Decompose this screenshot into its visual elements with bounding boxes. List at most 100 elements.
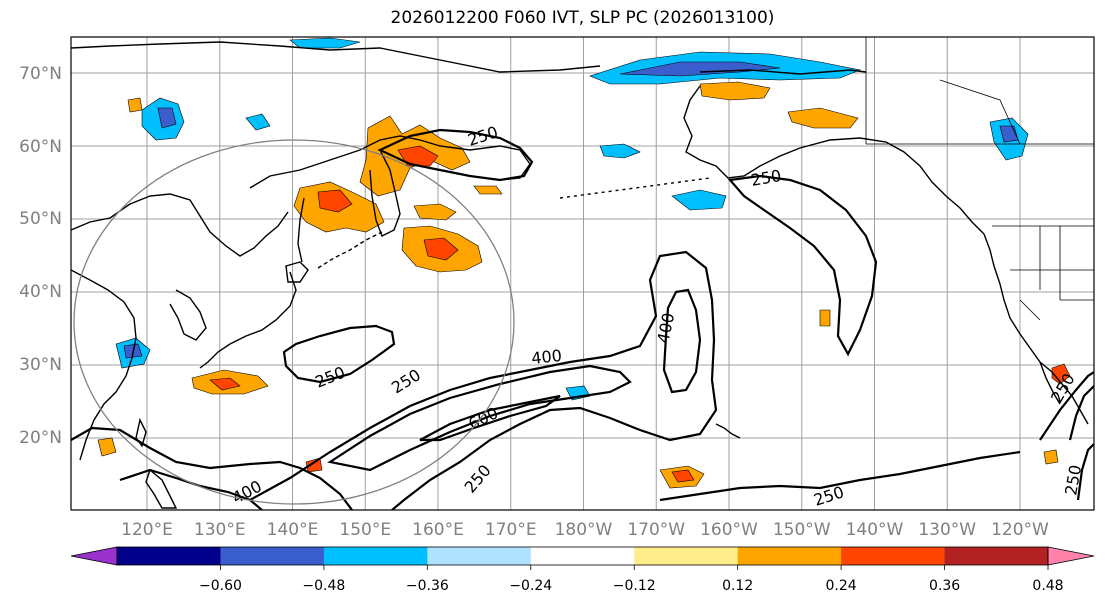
lon-label: 160°W <box>700 520 758 540</box>
anomaly-west <box>127 97 143 113</box>
lon-label: 150°W <box>773 520 831 540</box>
lat-label: 70°N <box>19 64 62 84</box>
coast-korea <box>169 289 207 341</box>
coast-alaska-west <box>683 85 801 179</box>
lon-label: 130°W <box>918 520 976 540</box>
colorbar-segment <box>323 547 428 565</box>
lat-label: 40°N <box>19 282 62 302</box>
contour-250-east-edge <box>1039 371 1094 441</box>
anomaly-okhotsk-core <box>317 189 353 213</box>
ivt-negative-anomalies <box>115 37 1029 401</box>
anomaly-philippine <box>97 437 117 457</box>
colorbar-tick-label: 0.12 <box>722 578 753 594</box>
colorbar-tick-label: 0.24 <box>826 578 857 594</box>
anomaly-gulf <box>787 107 859 129</box>
lon-label: 130°E <box>194 520 246 540</box>
lon-label: 150°E <box>339 520 391 540</box>
lon-label: 140°W <box>846 520 904 540</box>
coast-china <box>71 269 137 461</box>
coast-baja <box>1039 361 1061 405</box>
coastlines <box>71 41 1089 509</box>
longitude-labels: 120°E 130°E 140°E 150°E 160°E 170°E 180°W 170°W… <box>121 520 1049 540</box>
lat-label: 20°N <box>19 428 62 448</box>
lon-label: 120°E <box>121 520 173 540</box>
contour-250-far-east <box>1076 443 1094 501</box>
anomaly-mexico <box>1043 449 1059 465</box>
anomaly-kamchatka-low <box>245 113 271 131</box>
lon-label: 160°E <box>412 520 464 540</box>
colorbar-tick-label: 0.36 <box>929 578 960 594</box>
contour-250-east <box>659 450 1021 502</box>
colorbar: −0.60 −0.48 −0.36 −0.24 −0.12 0.12 0.24 0.36 0.4… <box>70 546 1095 594</box>
anomaly-siberia-core <box>157 107 177 129</box>
plot-area <box>71 37 1094 510</box>
contour-250-south-asia <box>71 426 353 510</box>
anomaly-bering <box>699 81 771 101</box>
coast-taiwan <box>135 417 147 448</box>
coast-asia-north <box>71 41 601 73</box>
border-canada-provinces <box>866 79 1094 145</box>
contour-250-kamchatka <box>377 128 534 182</box>
coast-philippines <box>145 468 178 509</box>
contour-400-east-edge <box>1068 385 1094 441</box>
anomaly-ne-pac <box>819 309 831 327</box>
coast-hokkaido <box>285 261 309 283</box>
coast-aleutians <box>559 177 711 199</box>
ivt-positive-anomalies <box>97 81 1071 489</box>
anomaly-baja <box>1051 363 1071 385</box>
colorbar-tick-label: 0.48 <box>1032 578 1063 594</box>
plot-frame <box>70 36 1095 511</box>
range-ring <box>73 139 515 505</box>
lat-label: 50°N <box>19 209 62 229</box>
contour-400-band <box>327 364 632 472</box>
anomaly-bering-low <box>671 189 727 211</box>
lon-label: 140°E <box>267 520 319 540</box>
colorbar-segment <box>530 547 635 565</box>
border-us-states <box>1010 226 1094 321</box>
contour-label: 400 <box>530 346 562 368</box>
colorbar-segment <box>944 547 1049 565</box>
map-title: 2026012200 F060 IVT, SLP PC (2026013100) <box>390 8 775 28</box>
coast-sakhalin <box>297 197 305 263</box>
colorbar-max-extend <box>1047 546 1095 566</box>
anomaly-arctic-core <box>619 61 781 77</box>
political-boundaries <box>865 37 1094 321</box>
anomaly-south-japan-core <box>209 377 241 391</box>
lon-label: 170°W <box>627 520 685 540</box>
lon-label: 170°E <box>485 520 537 540</box>
anomaly-hawaii-core <box>671 469 695 483</box>
coast-alaska-north <box>699 69 867 75</box>
contour-250-gulf <box>727 174 878 357</box>
coast-kamchatka <box>369 149 401 237</box>
coast-gulf-alaska <box>799 137 1001 285</box>
colorbar-segment <box>220 547 325 565</box>
colorbar-frame <box>116 546 1049 566</box>
lon-label: 180°W <box>555 520 613 540</box>
contour-400-central <box>662 288 702 394</box>
anomaly-central <box>473 185 503 195</box>
lon-label: 120°W <box>991 520 1049 540</box>
gridlines <box>71 37 1094 510</box>
contour-250-west-trough <box>282 324 396 384</box>
lat-label: 60°N <box>19 137 62 157</box>
contour-250-main-band <box>249 250 718 510</box>
colorbar-segment <box>841 547 946 565</box>
lat-label: 30°N <box>19 355 62 375</box>
colorbar-tick-label: −0.36 <box>406 578 449 594</box>
coast-kuril-chain <box>317 231 383 269</box>
colorbar-tick-label: −0.24 <box>509 578 552 594</box>
colorbar-segment <box>634 547 739 565</box>
anomaly-arctic-west <box>289 37 361 49</box>
coast-okhotsk <box>249 135 531 189</box>
contour-600-core <box>419 394 561 442</box>
colorbar-tick-label: −0.60 <box>199 578 242 594</box>
coast-hawaii <box>715 423 741 439</box>
colorbar-segment <box>427 547 532 565</box>
anomaly-mid <box>599 143 641 159</box>
anomaly-east <box>413 203 457 221</box>
colorbar-tick-label: −0.48 <box>302 578 345 594</box>
colorbar-segment <box>737 547 842 565</box>
latitude-labels: 70°N 60°N 50°N 40°N 30°N 20°N <box>19 64 62 448</box>
colorbar-segment <box>117 547 221 565</box>
